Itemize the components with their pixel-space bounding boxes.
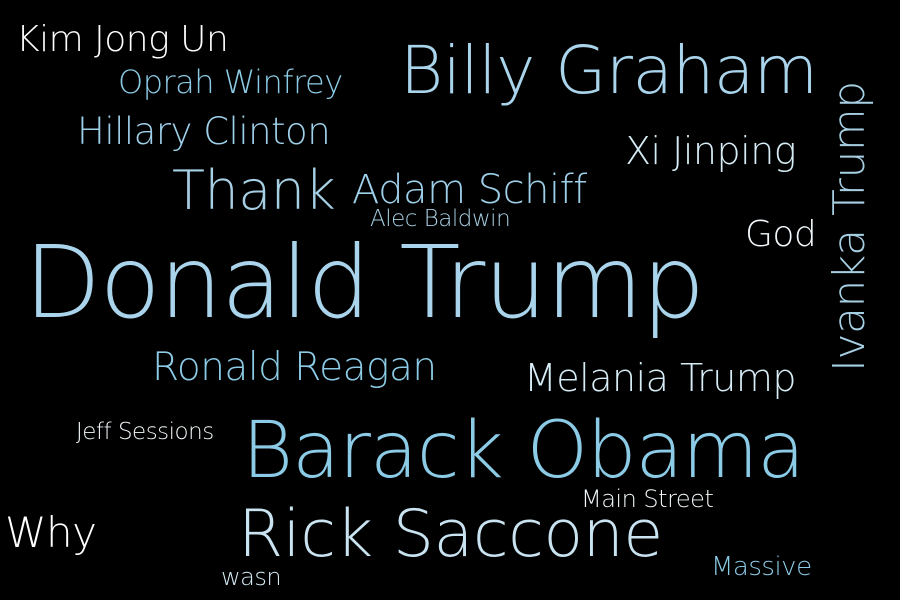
word-thank: Thank [172, 159, 336, 222]
word-alec-baldwin: Alec Baldwin [370, 206, 511, 232]
word-why: Why [5, 508, 97, 557]
word-hillary-clinton: Hillary Clinton [77, 110, 331, 153]
word-adam-schiff: Adam Schiff [352, 167, 587, 213]
word-donald-trump: Donald Trump [24, 224, 705, 341]
word-oprah-winfrey: Oprah Winfrey [118, 63, 343, 101]
word-ivanka-trump: Ivanka Trump [824, 81, 875, 372]
word-billy-graham: Billy Graham [400, 32, 818, 109]
word-rick-saccone: Rick Saccone [238, 497, 663, 572]
word-xi-jinping: Xi Jinping [625, 129, 797, 173]
word-melania-trump: Melania Trump [524, 356, 797, 400]
word-jeff-sessions: Jeff Sessions [76, 419, 214, 445]
word-ronald-reagan: Ronald Reagan [152, 345, 437, 390]
word-main-street: Main Street [581, 485, 714, 513]
word-massive: Massive [711, 552, 812, 582]
word-kim-jong-un: Kim Jong Un [16, 19, 229, 60]
word-wasn: wasn [221, 563, 282, 591]
word-barack-obama: Barack Obama [242, 406, 805, 496]
word-god: God [745, 214, 817, 255]
